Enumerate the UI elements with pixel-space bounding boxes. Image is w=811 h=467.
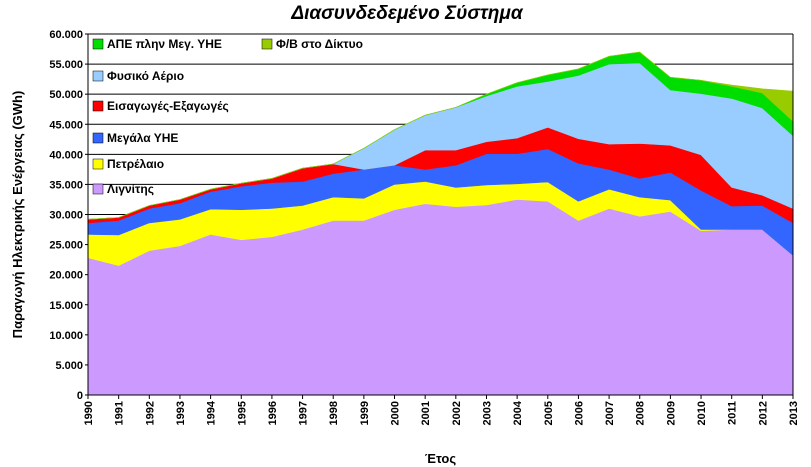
x-tick-label: 2013 [788,401,800,425]
legend-swatch [92,158,104,170]
legend-swatch [92,100,104,112]
y-tick-label: 0 [77,390,83,402]
y-tick-label: 25.000 [49,240,83,252]
legend-label: Πετρέλαιο [107,157,164,171]
x-axis-title: Έτος [425,451,456,466]
x-tick-label: 1990 [83,401,95,425]
legend-label: Μεγάλα ΥΗΕ [107,131,178,145]
x-tick-label: 2011 [727,401,739,425]
x-tick-label: 1992 [144,401,156,425]
legend-label: Εισαγωγές-Εξαγωγές [107,99,229,113]
x-tick-label: 2006 [573,401,585,425]
x-tick-label: 2005 [543,401,555,425]
x-tick-label: 1991 [114,401,126,425]
y-tick-label: 30.000 [49,210,83,222]
legend: Λιγνίτης Πετρέλαιο Μεγάλα ΥΗΕ Εισαγωγές-Εξα… [92,37,363,196]
legend-label: ΑΠΕ πλην Μεγ. ΥΗΕ [107,37,222,51]
legend-item: Λιγνίτης [92,182,154,196]
x-tick-label: 2001 [420,401,432,425]
x-tick-label: 2003 [481,401,493,425]
legend-swatch [92,183,104,195]
x-tick-label: 1997 [298,401,310,425]
y-tick-label: 35.000 [49,179,83,191]
legend-label: Λιγνίτης [107,182,154,196]
chart-title: Διασυνδεδεμένο Σύστημα [290,3,523,24]
y-tick-label: 5.000 [55,360,83,372]
y-tick-label: 40.000 [49,149,83,161]
x-tick-label: 2004 [512,400,524,425]
x-tick-label: 2010 [696,401,708,425]
y-tick-label: 60.000 [49,29,83,41]
legend-item: Πετρέλαιο [92,157,164,171]
legend-label: Φυσικό Αέριο [107,69,184,83]
x-tick-label: 2007 [604,401,616,425]
legend-item: Μεγάλα ΥΗΕ [92,131,178,145]
x-tick-label: 2009 [665,401,677,425]
x-tick-label: 1993 [175,401,187,425]
x-tick-labels: 1990 1991 1992 1993 1994 1995 1996 1997 1998 1999… [83,395,800,425]
legend-swatch [92,38,104,50]
legend-swatch [261,38,273,50]
x-tick-label: 1996 [267,401,279,425]
y-tick-labels: 0 5.000 10.000 15.000 20.000 25.000 30.000 35.0… [49,29,88,402]
x-tick-label: 2012 [757,401,769,425]
legend-item: Φ/Β στο Δίκτυο [261,37,363,51]
legend-swatch [92,70,104,82]
legend-label: Φ/Β στο Δίκτυο [276,37,363,51]
legend-swatch [92,132,104,144]
y-tick-label: 10.000 [49,330,83,342]
x-tick-label: 2002 [451,401,463,425]
x-tick-label: 2000 [390,401,402,425]
y-axis-title: Παραγωγή Ηλεκτρικής Ενέργειας (GWh) [10,91,25,339]
y-tick-label: 15.000 [49,300,83,312]
y-tick-label: 45.000 [49,119,83,131]
legend-item: ΑΠΕ πλην Μεγ. ΥΗΕ [92,37,222,51]
y-tick-label: 50.000 [49,89,83,101]
y-tick-label: 55.000 [49,59,83,71]
legend-item: Φυσικό Αέριο [92,69,184,83]
x-tick-label: 1995 [236,401,248,425]
y-tick-label: 20.000 [49,270,83,282]
x-tick-label: 1998 [328,401,340,425]
x-tick-label: 1994 [206,400,218,425]
x-tick-label: 1999 [359,401,371,425]
x-tick-label: 2008 [635,401,647,425]
legend-item: Εισαγωγές-Εξαγωγές [92,99,229,113]
